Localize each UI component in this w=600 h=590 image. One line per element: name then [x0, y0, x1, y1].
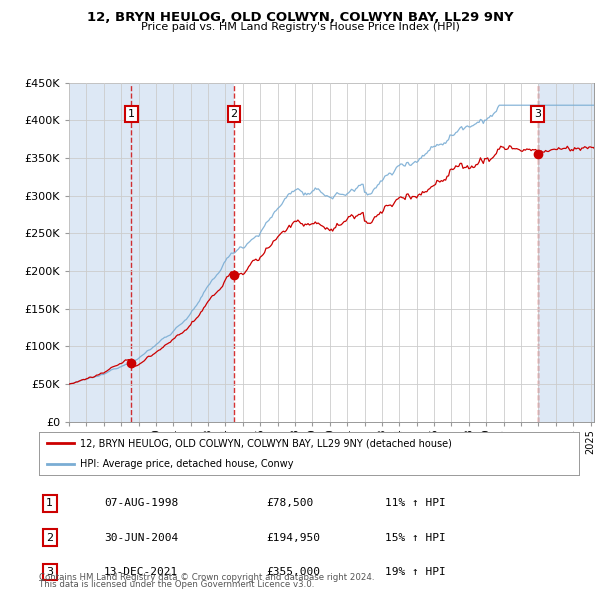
- Text: 12, BRYN HEULOG, OLD COLWYN, COLWYN BAY, LL29 9NY (detached house): 12, BRYN HEULOG, OLD COLWYN, COLWYN BAY,…: [79, 438, 451, 448]
- Text: 12, BRYN HEULOG, OLD COLWYN, COLWYN BAY, LL29 9NY: 12, BRYN HEULOG, OLD COLWYN, COLWYN BAY,…: [86, 11, 514, 24]
- Text: 13-DEC-2021: 13-DEC-2021: [104, 567, 178, 577]
- Text: 3: 3: [534, 109, 541, 119]
- Text: 19% ↑ HPI: 19% ↑ HPI: [385, 567, 445, 577]
- Text: 30-JUN-2004: 30-JUN-2004: [104, 533, 178, 543]
- Text: 07-AUG-1998: 07-AUG-1998: [104, 499, 178, 509]
- Text: 1: 1: [128, 109, 135, 119]
- Text: Contains HM Land Registry data © Crown copyright and database right 2024.: Contains HM Land Registry data © Crown c…: [39, 573, 374, 582]
- Bar: [131, 83, 234, 422]
- Text: 3: 3: [46, 567, 53, 577]
- Text: This data is licensed under the Open Government Licence v3.0.: This data is licensed under the Open Gov…: [39, 580, 314, 589]
- Text: 11% ↑ HPI: 11% ↑ HPI: [385, 499, 445, 509]
- Text: £355,000: £355,000: [266, 567, 320, 577]
- Text: 2: 2: [230, 109, 238, 119]
- Text: Price paid vs. HM Land Registry's House Price Index (HPI): Price paid vs. HM Land Registry's House …: [140, 22, 460, 32]
- Text: 2: 2: [46, 533, 53, 543]
- Text: 1: 1: [46, 499, 53, 509]
- Text: 15% ↑ HPI: 15% ↑ HPI: [385, 533, 445, 543]
- Text: £194,950: £194,950: [266, 533, 320, 543]
- Bar: [538, 83, 594, 422]
- Text: HPI: Average price, detached house, Conwy: HPI: Average price, detached house, Conw…: [79, 460, 293, 469]
- Bar: [69, 83, 131, 422]
- Text: £78,500: £78,500: [266, 499, 313, 509]
